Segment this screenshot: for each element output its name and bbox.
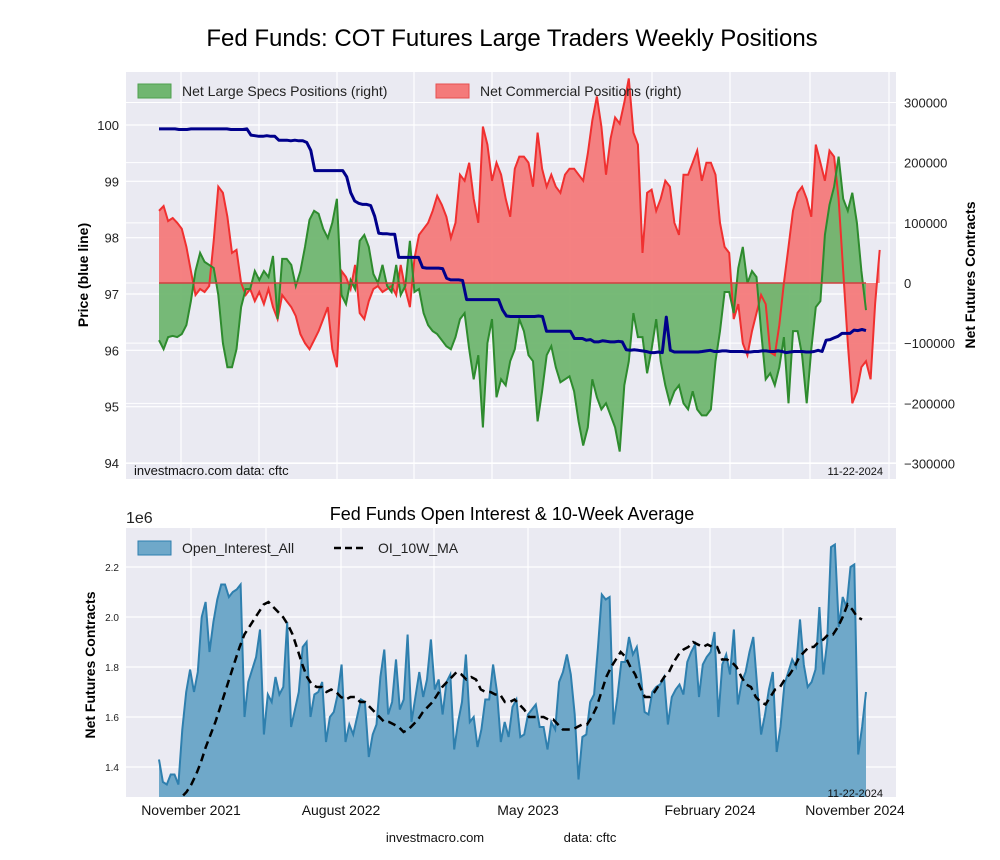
legend-label-oi: Open_Interest_All — [182, 540, 294, 556]
left-tick-label: 97 — [105, 287, 119, 302]
top-panel: 94 95 96 97 98 99 100 −300000 −200000 −100000 0 10… — [75, 72, 978, 479]
bottom-x-tick-label: November 2024 — [805, 802, 905, 818]
ma-line — [178, 600, 863, 797]
right-tick-label: 0 — [904, 276, 911, 291]
top-right-tick-labels: −300000 −200000 −100000 0 100000 200000 300000 — [904, 96, 955, 472]
bottom-y-tick-label: 2.0 — [105, 613, 119, 624]
bottom-scale-label: 1e6 — [126, 510, 153, 527]
oi-area — [159, 544, 866, 797]
left-tick-label: 96 — [105, 343, 119, 358]
legend-swatch-oi — [137, 540, 172, 556]
bottom-ma-line — [178, 600, 863, 797]
bottom-footer-data: data: cftc — [564, 830, 617, 845]
bottom-y-tick-label: 1.8 — [105, 663, 119, 674]
commercial-area — [159, 78, 880, 404]
bottom-y-tick-label: 2.2 — [105, 563, 119, 574]
legend-swatch-commercial — [435, 83, 470, 99]
left-tick-label: 98 — [105, 231, 119, 246]
bottom-legend: Open_Interest_All OI_10W_MA — [137, 540, 459, 556]
legend-label-commercial: Net Commercial Positions (right) — [480, 83, 682, 99]
right-tick-label: −300000 — [904, 457, 955, 472]
bottom-y-axis-label: Net Futures Contracts — [82, 591, 98, 738]
specs-area — [159, 156, 866, 452]
bottom-footer-source: investmacro.com — [386, 830, 484, 845]
bottom-x-tick-label: May 2023 — [497, 802, 559, 818]
left-tick-label: 100 — [97, 118, 119, 133]
top-legend: Net Large Specs Positions (right) Net Co… — [137, 83, 682, 99]
top-left-axis-label: Price (blue line) — [75, 223, 91, 327]
bottom-areas — [158, 542, 867, 797]
bottom-x-tick-label: August 2022 — [302, 802, 381, 818]
legend-label-ma: OI_10W_MA — [378, 540, 459, 556]
left-tick-label: 95 — [105, 400, 119, 415]
top-areas — [158, 78, 881, 452]
right-tick-label: 200000 — [904, 156, 947, 171]
bottom-chart-title: Fed Funds Open Interest & 10-Week Averag… — [330, 504, 695, 524]
top-price-line — [159, 127, 867, 355]
chart-title: Fed Funds: COT Futures Large Traders Wee… — [206, 25, 817, 52]
top-right-axis-label: Net Futures Contracts — [962, 201, 978, 348]
right-tick-label: −200000 — [904, 396, 955, 411]
top-footer-source: investmacro.com data: cftc — [134, 463, 289, 478]
left-tick-label: 99 — [105, 174, 119, 189]
bottom-panel: 1.4 1.6 1.8 2.0 2.2 November 2021 August 2022… — [82, 510, 905, 818]
right-tick-label: 100000 — [904, 216, 947, 231]
bottom-x-tick-label: November 2021 — [141, 802, 241, 818]
right-tick-label: −100000 — [904, 336, 955, 351]
bottom-x-tick-label: February 2024 — [664, 802, 755, 818]
top-footer-date: 11-22-2024 — [828, 466, 883, 478]
top-left-tick-labels: 94 95 96 97 98 99 100 — [97, 118, 119, 471]
bottom-footer-date: 11-22-2024 — [828, 788, 883, 800]
legend-swatch-specs — [137, 83, 172, 99]
right-tick-label: 300000 — [904, 96, 947, 111]
oi-line — [158, 542, 867, 787]
bottom-y-tick-label: 1.6 — [105, 713, 119, 724]
left-tick-label: 94 — [105, 456, 119, 471]
bottom-y-tick-labels: 1.4 1.6 1.8 2.0 2.2 — [105, 563, 119, 774]
price-line — [159, 127, 867, 355]
legend-label-specs: Net Large Specs Positions (right) — [182, 83, 387, 99]
bottom-y-tick-label: 1.4 — [105, 763, 119, 774]
specs-line — [158, 156, 867, 452]
bottom-x-tick-labels: November 2021 August 2022 May 2023 February… — [141, 802, 905, 818]
